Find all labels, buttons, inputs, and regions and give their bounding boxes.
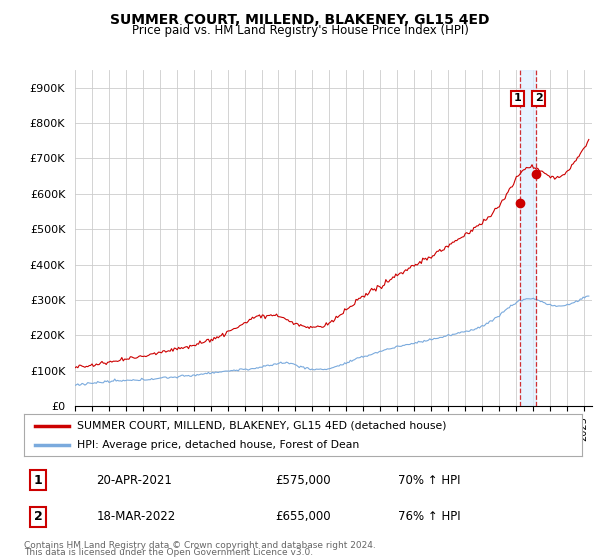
Text: 20-APR-2021: 20-APR-2021: [97, 474, 172, 487]
Text: £575,000: £575,000: [275, 474, 331, 487]
Text: 2: 2: [34, 510, 43, 523]
Text: HPI: Average price, detached house, Forest of Dean: HPI: Average price, detached house, Fore…: [77, 440, 359, 450]
Text: 2: 2: [535, 94, 542, 103]
Text: SUMMER COURT, MILLEND, BLAKENEY, GL15 4ED (detached house): SUMMER COURT, MILLEND, BLAKENEY, GL15 4E…: [77, 421, 446, 431]
Text: Price paid vs. HM Land Registry's House Price Index (HPI): Price paid vs. HM Land Registry's House …: [131, 24, 469, 37]
Text: This data is licensed under the Open Government Licence v3.0.: This data is licensed under the Open Gov…: [24, 548, 313, 557]
Text: £655,000: £655,000: [275, 510, 331, 523]
Text: 1: 1: [514, 94, 521, 103]
Text: SUMMER COURT, MILLEND, BLAKENEY, GL15 4ED: SUMMER COURT, MILLEND, BLAKENEY, GL15 4E…: [110, 13, 490, 27]
Text: 76% ↑ HPI: 76% ↑ HPI: [398, 510, 460, 523]
Text: 1: 1: [34, 474, 43, 487]
Bar: [520, 70, 536, 406]
Text: Contains HM Land Registry data © Crown copyright and database right 2024.: Contains HM Land Registry data © Crown c…: [24, 541, 376, 550]
Text: 18-MAR-2022: 18-MAR-2022: [97, 510, 176, 523]
Text: 70% ↑ HPI: 70% ↑ HPI: [398, 474, 460, 487]
